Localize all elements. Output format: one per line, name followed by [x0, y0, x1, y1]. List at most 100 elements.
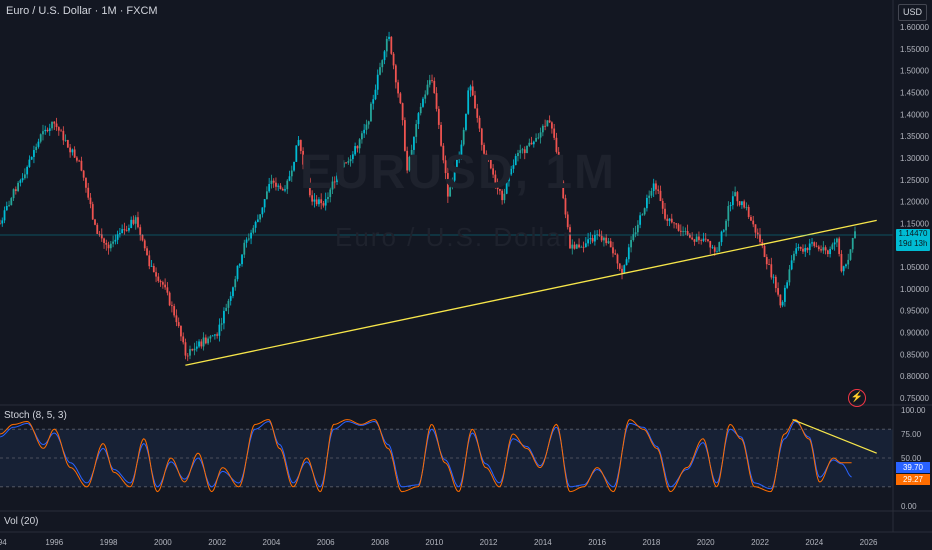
price-tick-label: 1.00000	[900, 285, 929, 294]
volume-label[interactable]: Vol (20)	[4, 516, 39, 527]
currency-button[interactable]: USD	[898, 4, 927, 21]
time-tick-label: 2014	[534, 538, 552, 547]
candle-body	[598, 234, 601, 236]
candle-body	[186, 355, 189, 357]
candle-body	[91, 204, 94, 220]
candle-body	[327, 197, 329, 200]
price-tick-label: 1.15000	[900, 219, 929, 228]
candle-body	[137, 217, 139, 228]
stoch-tick-label: 0.00	[901, 502, 917, 511]
candle-body	[777, 288, 779, 295]
candle-body	[313, 199, 316, 202]
candle-body	[557, 151, 560, 168]
candle-body	[281, 188, 284, 191]
candle-body	[164, 284, 167, 288]
candle-body	[630, 240, 632, 248]
candle-body	[155, 272, 157, 277]
candle-body	[161, 282, 164, 285]
candle-body	[19, 180, 22, 183]
candle-body	[295, 145, 298, 162]
candle-body	[171, 305, 173, 307]
candle-body	[94, 219, 96, 225]
candle-body	[116, 234, 119, 240]
candle-body	[752, 220, 755, 225]
candle-body	[270, 180, 273, 185]
candle-body	[770, 264, 773, 278]
candle-body	[234, 279, 237, 288]
time-tick-label: 2010	[425, 538, 443, 547]
support-trendline[interactable]	[185, 219, 877, 366]
candle-body	[428, 80, 431, 85]
candle-body	[469, 86, 472, 91]
candle-body	[804, 248, 807, 252]
time-tick-label: 994	[0, 538, 7, 547]
candle-body	[460, 144, 463, 157]
candle-body	[612, 247, 614, 254]
candle-body	[308, 178, 311, 196]
candle-body	[838, 238, 841, 254]
candle-body	[390, 36, 393, 54]
candle-body	[168, 292, 171, 306]
candle-body	[64, 140, 67, 141]
candle-body	[401, 103, 404, 121]
candle-body	[157, 276, 160, 281]
candle-body	[299, 140, 302, 151]
candle-body	[329, 189, 332, 198]
candle-body	[833, 242, 836, 245]
candle-body	[510, 168, 513, 175]
watermark-symbol: EURUSD, 1M	[300, 146, 617, 199]
candle-body	[143, 240, 146, 249]
candle-body	[60, 130, 62, 132]
candle-body	[8, 205, 10, 206]
price-tick-label: 0.85000	[900, 350, 929, 359]
candle-body	[37, 141, 40, 147]
candle-body	[89, 197, 92, 205]
candle-body	[394, 65, 397, 83]
candle-body	[487, 158, 490, 160]
candle-body	[245, 239, 248, 243]
candle-body	[528, 142, 531, 146]
candle-body	[241, 254, 243, 265]
candle-body	[211, 335, 214, 337]
candle-body	[139, 227, 142, 235]
lightning-icon[interactable]: ⚡	[848, 389, 866, 407]
candle-body	[363, 129, 366, 134]
candle-body	[397, 82, 399, 94]
candle-body	[35, 146, 38, 151]
candle-body	[691, 237, 694, 240]
stoch-label[interactable]: Stoch (8, 5, 3)	[4, 410, 67, 421]
candle-body	[141, 234, 144, 241]
candle-body	[544, 125, 547, 127]
candle-body	[587, 239, 589, 244]
candle-body	[496, 182, 499, 190]
candle-body	[254, 221, 257, 228]
candle-body	[768, 264, 770, 266]
candle-body	[200, 341, 203, 347]
stoch-tick-label: 50.00	[901, 454, 922, 463]
candle-body	[596, 234, 599, 236]
candle-body	[519, 150, 522, 153]
candle-body	[408, 156, 411, 171]
stoch-k-value: 39.70	[896, 462, 930, 473]
candle-body	[609, 241, 612, 248]
candle-body	[501, 190, 504, 201]
candle-body	[381, 60, 384, 68]
candle-body	[202, 337, 205, 347]
candle-body	[444, 160, 447, 174]
candle-body	[433, 80, 436, 94]
symbol-title[interactable]: Euro / U.S. Dollar · 1M · FXCM	[6, 5, 158, 17]
stoch-trendline[interactable]	[792, 419, 877, 454]
candle-body	[521, 149, 524, 151]
candle-body	[198, 341, 200, 347]
candle-body	[693, 239, 696, 242]
candle-body	[505, 181, 508, 194]
time-tick-label: 2018	[643, 538, 661, 547]
candle-body	[311, 195, 314, 202]
candle-body	[71, 149, 74, 153]
price-trendline	[185, 219, 877, 366]
candle-body	[530, 142, 533, 145]
candle-body	[713, 247, 716, 252]
candle-body	[351, 154, 354, 160]
candle-body	[772, 276, 775, 278]
